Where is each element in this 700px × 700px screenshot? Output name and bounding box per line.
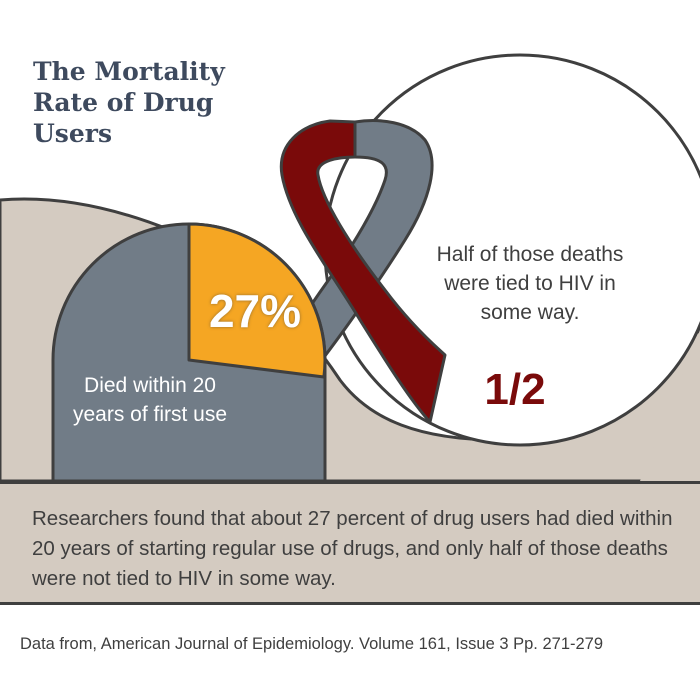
percent-slice — [187, 222, 327, 379]
tombstone-caption: Died within 20 years of first use — [72, 374, 228, 426]
hiv-fraction: 1/2 — [484, 365, 546, 414]
tombstone-icon — [51, 222, 327, 483]
summary-text: Researchers found that about 27 percent … — [32, 507, 673, 590]
source-text: Data from, American Journal of Epidemiol… — [20, 635, 604, 653]
percent-label: 27% — [208, 285, 302, 337]
hiv-note: Half of those deaths were tied to HIV in… — [436, 243, 624, 324]
source-footer: Data from, American Journal of Epidemiol… — [0, 605, 700, 700]
page-title: The Mortality Rate of Drug Users — [33, 57, 225, 148]
summary-band: Researchers found that about 27 percent … — [0, 481, 700, 605]
